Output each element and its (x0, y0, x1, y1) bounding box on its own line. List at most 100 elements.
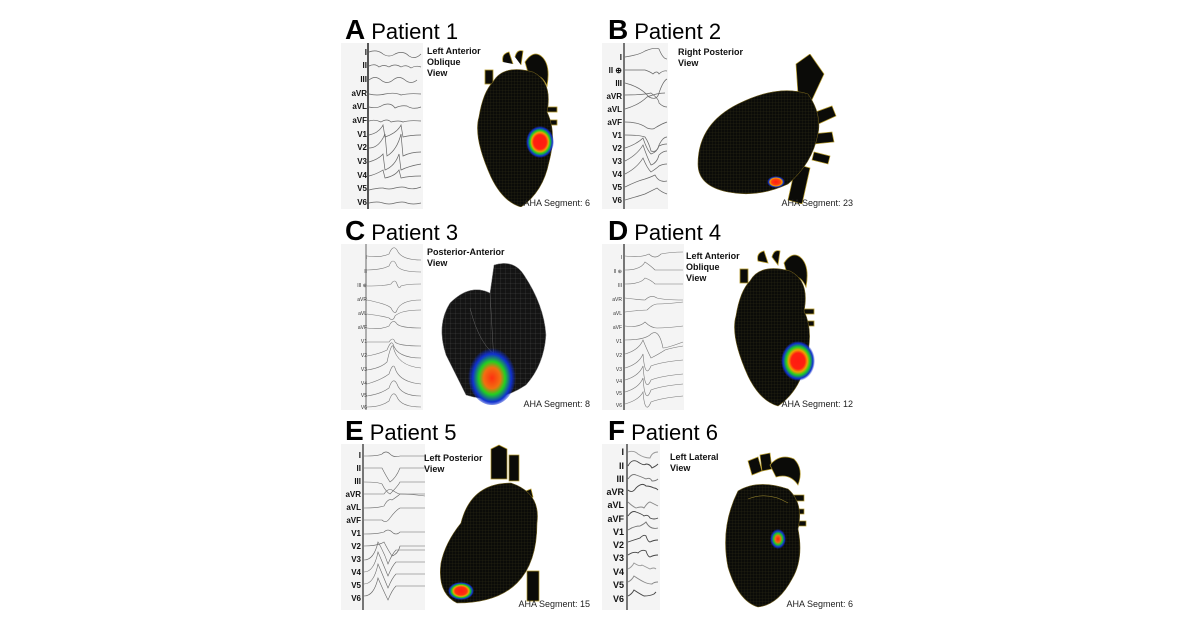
lead-label: V1 (351, 529, 361, 538)
panel-e: E Patient 5 (335, 415, 600, 615)
panel-letter: C (345, 215, 366, 246)
lead-label: V6 (357, 198, 367, 207)
lead-label: V4 (612, 170, 622, 179)
panel-f: F Patient 6 (598, 415, 863, 615)
lead-label: I (620, 255, 622, 261)
view-line: Posterior-Anterior (427, 247, 505, 257)
lead-label: V2 (612, 540, 624, 550)
ecg-waveforms (365, 244, 422, 410)
lead-label: aVL (346, 503, 361, 512)
panel-letter: A (345, 14, 366, 45)
lead-label: II ⊕ (608, 66, 622, 75)
lead-label: aVF (357, 325, 367, 331)
lead-label: V3 (357, 157, 367, 166)
lead-label: V2 (357, 143, 367, 152)
lead-label: II (362, 61, 367, 70)
lead-label: I (365, 255, 367, 261)
lead-label: V2 (612, 144, 622, 153)
lead-label: aVR (606, 487, 624, 497)
view-label: Left Anterior Oblique View (427, 46, 517, 79)
lead-label: V1 (357, 130, 367, 139)
lead-label: aVF (352, 116, 367, 125)
lead-label: aVF (607, 514, 624, 524)
heart-3d-model (734, 250, 815, 407)
lead-label: I (358, 451, 361, 460)
ecg-12-lead-trace: I II ⊕ III aVR aVL aVF V1 V2 V3 V4 V5 V6 (602, 43, 668, 209)
lead-label: V4 (615, 379, 622, 385)
lead-label: V2 (360, 353, 367, 359)
lead-label: V6 (615, 403, 622, 409)
view-line: View (678, 58, 699, 68)
aha-segment-label: AHA Segment: 6 (786, 599, 853, 609)
ecg-waveforms (367, 43, 422, 209)
lead-label: V3 (360, 367, 367, 373)
panel-b: B Patient 2 (598, 14, 863, 214)
lead-label: aVR (606, 92, 622, 101)
heart-3d-model (725, 452, 807, 608)
lead-label: V5 (357, 184, 367, 193)
lead-label: II (356, 464, 361, 473)
panel-title: A Patient 1 (345, 16, 458, 46)
patient-label: Patient 3 (371, 220, 459, 245)
multi-panel-figure: A Patient 1 (335, 14, 865, 615)
view-label: Left Lateral View (670, 452, 760, 474)
view-label: Posterior-Anterior View (427, 247, 517, 269)
aha-segment-label: AHA Segment: 12 (781, 399, 853, 409)
heart-3d-model (697, 54, 837, 204)
panel-a: A Patient 1 (335, 14, 600, 214)
lead-label: aVL (613, 311, 622, 317)
panel-title: F Patient 6 (608, 417, 718, 447)
view-line: Left Anterior (686, 251, 740, 261)
lead-label: aVF (607, 118, 622, 127)
lead-label: V3 (351, 555, 361, 564)
lead-label: V6 (612, 196, 622, 205)
aha-segment-label: AHA Segment: 23 (781, 198, 853, 208)
lead-label: III (616, 474, 624, 484)
activation-hotspot (448, 582, 474, 600)
lead-label: V4 (351, 568, 361, 577)
panel-title: B Patient 2 (608, 16, 721, 46)
lead-label: III ⊕ (357, 283, 367, 289)
view-line: Left Posterior (424, 453, 483, 463)
lead-label: III (617, 283, 622, 289)
lead-label: aVL (358, 311, 367, 317)
panel-title: C Patient 3 (345, 217, 458, 247)
lead-label: V5 (615, 391, 622, 397)
view-line: View (427, 258, 448, 268)
ecg-waveforms (362, 444, 425, 610)
lead-label: aVL (607, 105, 622, 114)
panel-letter: B (608, 14, 629, 45)
lead-label: V3 (615, 367, 622, 373)
view-line: Oblique (427, 57, 461, 67)
activation-hotspot (468, 345, 516, 405)
lead-label: II (618, 461, 624, 471)
lead-label: III (354, 477, 361, 486)
lead-label: III (615, 79, 622, 88)
lead-label: II (364, 269, 367, 275)
lead-label: V2 (615, 353, 622, 359)
heart-3d-model (440, 444, 540, 604)
lead-label: V4 (357, 171, 367, 180)
lead-label: V1 (612, 131, 622, 140)
ecg-waveforms (623, 43, 668, 209)
lead-label: V2 (351, 542, 361, 551)
ecg-12-lead-trace: I II III aVR aVL aVF V1 V2 V3 V4 V5 V6 (341, 444, 425, 610)
aha-segment-label: AHA Segment: 15 (518, 599, 590, 609)
lead-label: V6 (612, 594, 624, 604)
ecg-12-lead-trace: I II ⊕ III aVR aVL aVF V1 V2 V3 V4 V5 V6 (602, 244, 684, 410)
lead-label: aVF (346, 516, 361, 525)
ecg-waveforms (623, 244, 684, 410)
lead-label: I (619, 53, 622, 62)
view-line: Left Anterior (427, 46, 481, 56)
view-line: View (686, 273, 707, 283)
lead-label: I (364, 48, 367, 57)
view-label: Left Anterior Oblique View (686, 251, 776, 284)
ecg-12-lead-trace: I II III aVR aVL aVF V1 V2 V3 V4 V5 V6 (602, 444, 660, 610)
patient-label: Patient 5 (369, 420, 457, 445)
panel-c: C Patient 3 (335, 215, 600, 415)
panel-title: E Patient 5 (345, 417, 457, 447)
panel-letter: F (608, 415, 626, 446)
lead-label: I (621, 447, 624, 457)
lead-label: aVR (357, 297, 367, 303)
view-line: View (670, 463, 691, 473)
